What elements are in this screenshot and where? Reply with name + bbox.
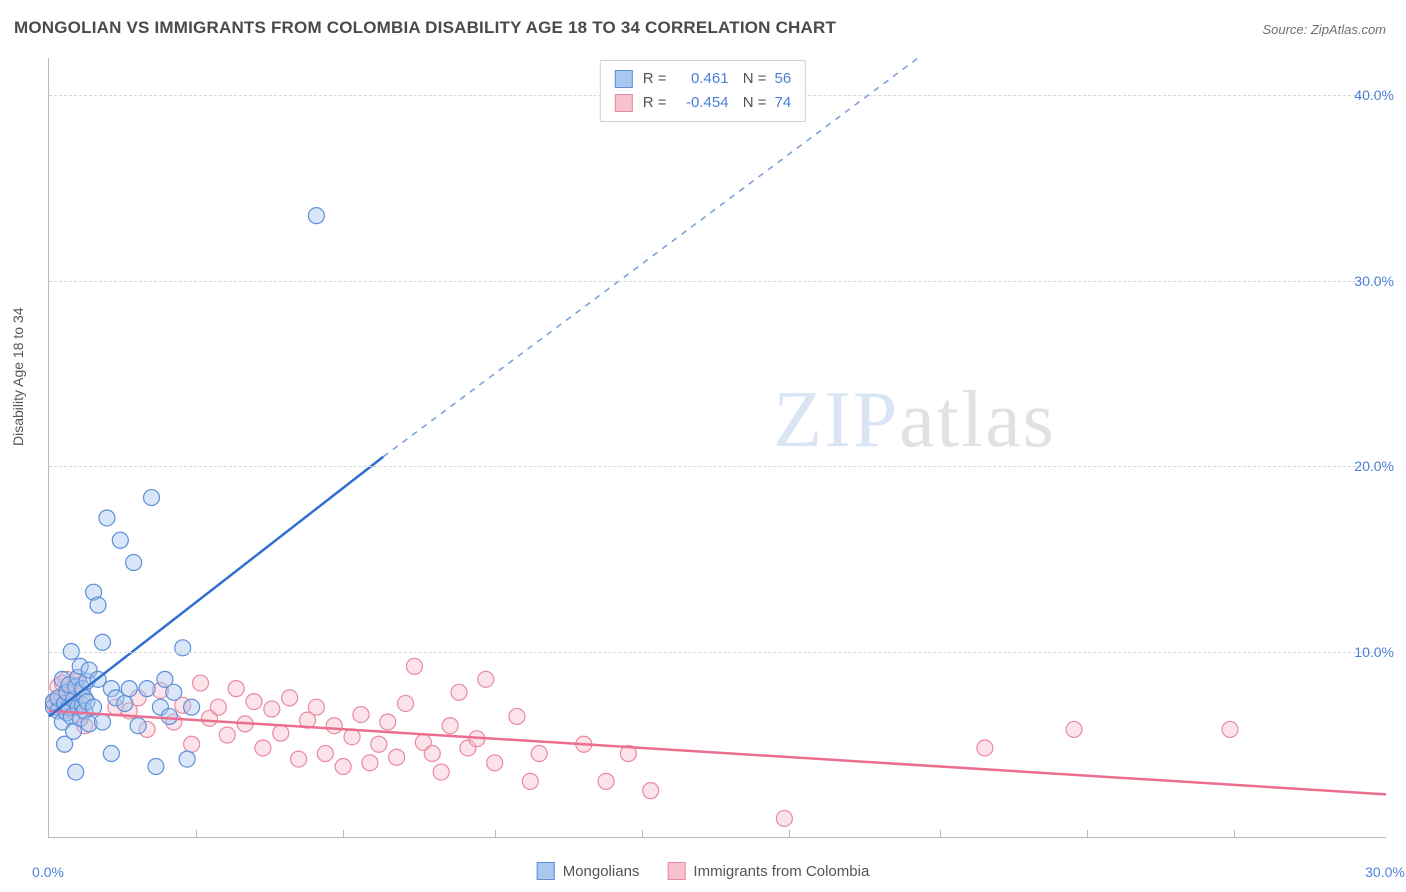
- data-point: [335, 759, 351, 775]
- r-value-mongolians: 0.461: [675, 67, 729, 91]
- data-point: [228, 681, 244, 697]
- data-point: [264, 701, 280, 717]
- data-point: [1066, 721, 1082, 737]
- data-point: [68, 764, 84, 780]
- r-label: R =: [643, 91, 667, 115]
- data-point: [433, 764, 449, 780]
- regression-line-colombia: [49, 711, 1386, 794]
- data-point: [161, 708, 177, 724]
- data-point: [103, 746, 119, 762]
- data-point: [94, 634, 110, 650]
- x-tick-label: 30.0%: [1365, 864, 1405, 880]
- data-point: [442, 718, 458, 734]
- data-point: [380, 714, 396, 730]
- data-point: [326, 718, 342, 734]
- n-value-colombia: 74: [775, 91, 792, 115]
- chart-title: MONGOLIAN VS IMMIGRANTS FROM COLOMBIA DI…: [14, 18, 836, 38]
- data-point: [246, 694, 262, 710]
- source-label: Source: ZipAtlas.com: [1262, 22, 1386, 37]
- data-point: [139, 681, 155, 697]
- legend-swatch-mongolians: [537, 862, 555, 880]
- data-point: [94, 714, 110, 730]
- data-point: [130, 718, 146, 734]
- data-point: [117, 695, 133, 711]
- data-point: [977, 740, 993, 756]
- data-point: [144, 490, 160, 506]
- data-point: [776, 810, 792, 826]
- data-point: [389, 749, 405, 765]
- y-tick-label: 30.0%: [1354, 273, 1394, 289]
- legend-label-colombia: Immigrants from Colombia: [693, 863, 869, 880]
- data-point: [308, 208, 324, 224]
- legend-swatch-colombia: [667, 862, 685, 880]
- legend-label-mongolians: Mongolians: [563, 863, 640, 880]
- n-label: N =: [739, 67, 767, 91]
- y-tick-label: 10.0%: [1354, 644, 1394, 660]
- data-point: [184, 699, 200, 715]
- data-point: [522, 773, 538, 789]
- data-point: [451, 684, 467, 700]
- n-value-mongolians: 56: [775, 67, 792, 91]
- data-point: [406, 658, 422, 674]
- bottom-legend: Mongolians Immigrants from Colombia: [537, 862, 870, 880]
- plot-svg: [49, 58, 1386, 837]
- legend-item-mongolians: Mongolians: [537, 862, 640, 880]
- data-point: [371, 736, 387, 752]
- data-point: [90, 597, 106, 613]
- data-point: [121, 681, 137, 697]
- chart-plot-area: [48, 58, 1386, 838]
- data-point: [210, 699, 226, 715]
- data-point: [99, 510, 115, 526]
- y-tick-label: 20.0%: [1354, 458, 1394, 474]
- data-point: [166, 684, 182, 700]
- x-tick-label: 0.0%: [32, 864, 64, 880]
- stats-row-colombia: R = -0.454 N = 74: [615, 91, 791, 115]
- data-point: [509, 708, 525, 724]
- correlation-stats-legend: R = 0.461 N = 56 R = -0.454 N = 74: [600, 60, 806, 122]
- stats-row-mongolians: R = 0.461 N = 56: [615, 67, 791, 91]
- data-point: [353, 707, 369, 723]
- data-point: [184, 736, 200, 752]
- data-point: [424, 746, 440, 762]
- y-axis-label: Disability Age 18 to 34: [10, 307, 26, 446]
- data-point: [282, 690, 298, 706]
- data-point: [126, 554, 142, 570]
- data-point: [175, 640, 191, 656]
- swatch-mongolians: [615, 70, 633, 88]
- data-point: [179, 751, 195, 767]
- r-label: R =: [643, 67, 667, 91]
- data-point: [487, 755, 503, 771]
- data-point: [308, 699, 324, 715]
- data-point: [643, 783, 659, 799]
- data-point: [255, 740, 271, 756]
- data-point: [598, 773, 614, 789]
- data-point: [398, 695, 414, 711]
- y-tick-label: 40.0%: [1354, 87, 1394, 103]
- data-point: [112, 532, 128, 548]
- data-point: [362, 755, 378, 771]
- legend-item-colombia: Immigrants from Colombia: [667, 862, 869, 880]
- data-point: [291, 751, 307, 767]
- data-point: [317, 746, 333, 762]
- r-value-colombia: -0.454: [675, 91, 729, 115]
- data-point: [219, 727, 235, 743]
- data-point: [273, 725, 289, 741]
- data-point: [193, 675, 209, 691]
- data-point: [148, 759, 164, 775]
- data-point: [1222, 721, 1238, 737]
- data-point: [531, 746, 547, 762]
- n-label: N =: [739, 91, 767, 115]
- swatch-colombia: [615, 94, 633, 112]
- data-point: [478, 671, 494, 687]
